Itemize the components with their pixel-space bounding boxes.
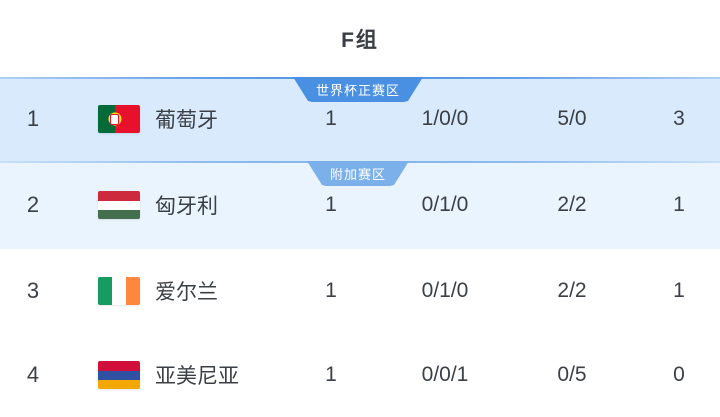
rank-cell: 1 xyxy=(26,106,40,131)
table-row-portugal[interactable]: 世界杯正赛区 1 葡萄牙 1 1/0/0 5/0 3 xyxy=(0,77,720,161)
team-name: 葡萄牙 xyxy=(155,109,218,132)
goals-cell: 0/5 xyxy=(557,363,587,386)
goals-cell: 2/2 xyxy=(557,279,587,302)
table-row-armenia[interactable]: 4 亚美尼亚 1 0/0/1 0/5 0 xyxy=(0,333,720,417)
table-row-hungary[interactable]: 附加赛区 2 匈牙利 1 0/1/0 2/2 1 xyxy=(0,161,720,249)
ireland-flag-icon xyxy=(98,277,140,305)
played-cell: 1 xyxy=(325,363,337,386)
points-cell: 3 xyxy=(673,107,685,130)
points-cell: 1 xyxy=(673,193,685,216)
goals-cell: 2/2 xyxy=(557,193,587,216)
flag-cell xyxy=(66,361,140,389)
played-cell: 1 xyxy=(325,193,337,216)
portugal-flag-icon xyxy=(98,105,140,133)
rank-cell: 4 xyxy=(26,362,40,387)
record-cell: 1/0/0 xyxy=(421,107,469,130)
group-header: F组 xyxy=(0,0,720,77)
record-cell: 0/1/0 xyxy=(421,279,469,302)
flag-cell xyxy=(66,191,140,219)
points-cell: 0 xyxy=(673,363,685,386)
armenia-flag-icon xyxy=(98,361,140,389)
goals-cell: 5/0 xyxy=(557,107,587,130)
played-cell: 1 xyxy=(325,279,337,302)
record-cell: 0/1/0 xyxy=(421,193,469,216)
flag-cell xyxy=(66,105,140,133)
team-name: 爱尔兰 xyxy=(155,281,218,304)
standings-table: 世界杯正赛区 1 葡萄牙 1 1/0/0 5/0 3 附加赛区 2 匈牙利 xyxy=(0,77,720,417)
world-cup-zone-badge: 世界杯正赛区 xyxy=(293,77,423,102)
rank-cell: 2 xyxy=(26,192,40,217)
team-name: 匈牙利 xyxy=(155,195,218,218)
playoff-zone-badge: 附加赛区 xyxy=(307,161,409,186)
hungary-flag-icon xyxy=(98,191,140,219)
record-cell: 0/0/1 xyxy=(421,363,469,386)
group-title: F组 xyxy=(341,28,379,52)
points-cell: 1 xyxy=(673,279,685,302)
table-row-ireland[interactable]: 3 爱尔兰 1 0/1/0 2/2 1 xyxy=(0,249,720,333)
rank-cell: 3 xyxy=(26,278,40,303)
played-cell: 1 xyxy=(325,107,337,130)
flag-cell xyxy=(66,277,140,305)
team-name: 亚美尼亚 xyxy=(155,365,239,388)
